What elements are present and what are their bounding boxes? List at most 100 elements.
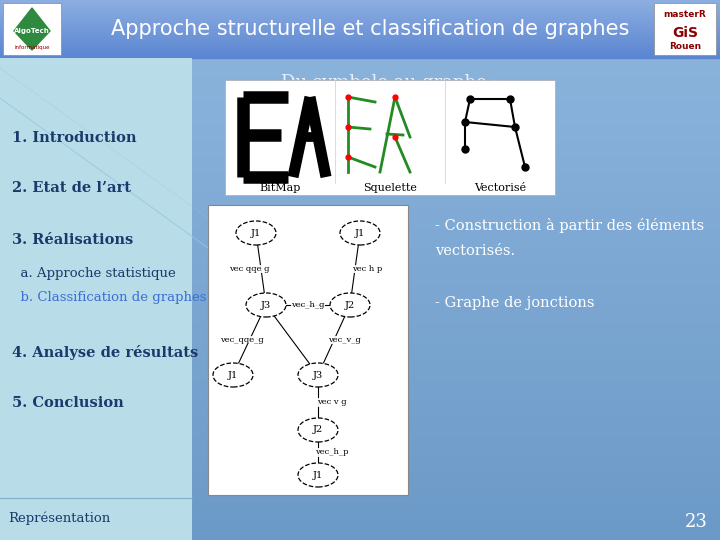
- Bar: [0, 166, 720, 167]
- Bar: [0, 130, 720, 131]
- Bar: [0, 221, 720, 222]
- Bar: [0, 114, 720, 115]
- Bar: [0, 117, 720, 118]
- Bar: [0, 157, 720, 158]
- Bar: [0, 1, 720, 2]
- Bar: [0, 45, 720, 46]
- Bar: [0, 471, 720, 472]
- Bar: [0, 451, 720, 452]
- Bar: [0, 118, 720, 119]
- Text: J1: J1: [251, 228, 261, 238]
- Bar: [0, 507, 720, 508]
- Bar: [0, 203, 720, 204]
- Text: vec_h_g: vec_h_g: [292, 301, 325, 309]
- Bar: [0, 242, 720, 243]
- Bar: [0, 404, 720, 405]
- Ellipse shape: [340, 221, 380, 245]
- Bar: [0, 501, 720, 502]
- Bar: [0, 19, 720, 20]
- Bar: [0, 328, 720, 329]
- Bar: [0, 477, 720, 478]
- Bar: [0, 533, 720, 534]
- Bar: [0, 127, 720, 128]
- Bar: [0, 480, 720, 481]
- Bar: [0, 372, 720, 373]
- Bar: [0, 37, 720, 38]
- Bar: [0, 425, 720, 426]
- Ellipse shape: [246, 293, 286, 317]
- Bar: [0, 377, 720, 378]
- Bar: [0, 219, 720, 220]
- Bar: [0, 324, 720, 325]
- Bar: [0, 102, 720, 103]
- Bar: [0, 145, 720, 146]
- Bar: [0, 9, 720, 10]
- Bar: [0, 257, 720, 258]
- Bar: [0, 30, 720, 31]
- Bar: [0, 333, 720, 334]
- Bar: [0, 138, 720, 139]
- Bar: [0, 142, 720, 143]
- Bar: [0, 92, 720, 93]
- Bar: [0, 392, 720, 393]
- Bar: [0, 522, 720, 523]
- Bar: [0, 202, 720, 203]
- Bar: [0, 269, 720, 270]
- Bar: [0, 111, 720, 112]
- Bar: [0, 444, 720, 445]
- Bar: [0, 61, 720, 62]
- Bar: [0, 104, 720, 105]
- Bar: [0, 512, 720, 513]
- Bar: [0, 116, 720, 117]
- Bar: [0, 287, 720, 288]
- Bar: [0, 401, 720, 402]
- Bar: [0, 248, 720, 249]
- Bar: [0, 483, 720, 484]
- Bar: [0, 121, 720, 122]
- Bar: [0, 139, 720, 140]
- Bar: [0, 488, 720, 489]
- Bar: [0, 283, 720, 284]
- Bar: [0, 44, 720, 45]
- Bar: [0, 193, 720, 194]
- Bar: [0, 6, 720, 7]
- Bar: [0, 490, 720, 491]
- Bar: [0, 536, 720, 537]
- Bar: [0, 195, 720, 196]
- Bar: [0, 241, 720, 242]
- FancyBboxPatch shape: [225, 80, 555, 195]
- Bar: [0, 91, 720, 92]
- Bar: [0, 262, 720, 263]
- Bar: [0, 222, 720, 223]
- Bar: [0, 463, 720, 464]
- Bar: [0, 28, 720, 29]
- Bar: [0, 67, 720, 68]
- Bar: [0, 174, 720, 175]
- Bar: [0, 529, 720, 530]
- Bar: [0, 303, 720, 304]
- Bar: [0, 450, 720, 451]
- Bar: [0, 334, 720, 335]
- Bar: [0, 14, 720, 15]
- Text: 1. Introduction: 1. Introduction: [12, 131, 137, 145]
- Bar: [0, 443, 720, 444]
- Bar: [0, 46, 720, 47]
- Bar: [0, 233, 720, 234]
- FancyBboxPatch shape: [208, 205, 408, 495]
- Bar: [0, 344, 720, 345]
- Bar: [0, 243, 720, 244]
- Bar: [0, 147, 720, 148]
- Bar: [0, 265, 720, 266]
- Bar: [0, 530, 720, 531]
- Bar: [0, 165, 720, 166]
- Bar: [0, 65, 720, 66]
- Bar: [0, 101, 720, 102]
- Bar: [0, 338, 720, 339]
- Bar: [0, 395, 720, 396]
- Bar: [0, 146, 720, 147]
- Bar: [0, 280, 720, 281]
- Bar: [0, 75, 720, 76]
- Bar: [0, 214, 720, 215]
- Bar: [0, 199, 720, 200]
- Text: a. Approche statistique: a. Approche statistique: [12, 267, 176, 280]
